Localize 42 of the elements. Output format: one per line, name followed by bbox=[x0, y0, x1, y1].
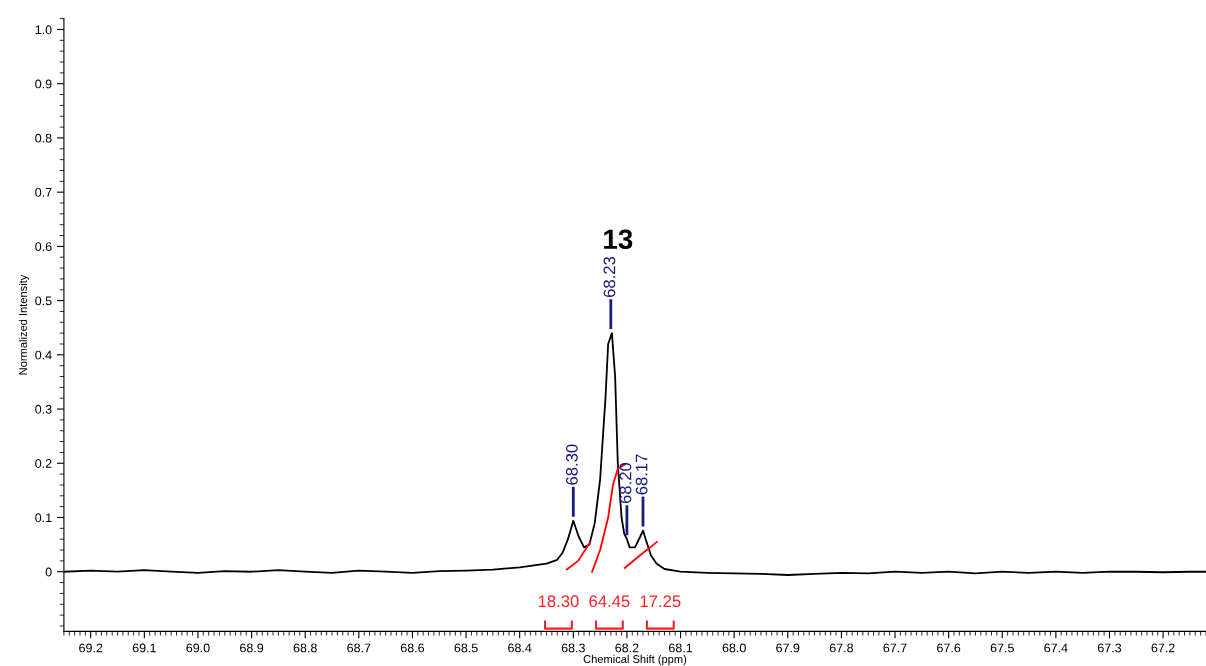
x-tick-label: 67.2 bbox=[1151, 643, 1175, 653]
x-tick-label: 68.0 bbox=[722, 643, 746, 653]
x-axis-title: Chemical Shift (ppm) bbox=[583, 654, 687, 666]
text: 13 bbox=[604, 229, 633, 250]
y-tick-label: 1.0 bbox=[35, 25, 52, 35]
y-tick-label: 0 bbox=[45, 567, 52, 577]
x-tick-label: 69.1 bbox=[132, 643, 156, 653]
x-tick-label: 68.9 bbox=[240, 643, 264, 653]
y-tick-label: 0.9 bbox=[35, 79, 52, 89]
x-tick-label: 69.0 bbox=[186, 643, 210, 653]
x-tick-label: 67.6 bbox=[937, 643, 961, 653]
annotation: 68.17 bbox=[635, 454, 648, 495]
annotation: 64.45 bbox=[589, 595, 630, 608]
x-tick-label: 69.2 bbox=[79, 643, 103, 653]
x-tick-label: 67.8 bbox=[829, 643, 854, 653]
x-tick-label: 68.8 bbox=[293, 643, 317, 653]
x-tick-label: 68.7 bbox=[347, 643, 371, 653]
x-tick-label: 68.5 bbox=[454, 643, 478, 653]
x-tick-label: 68.6 bbox=[400, 643, 425, 653]
y-axis-title: Normalized Intensity bbox=[18, 274, 30, 375]
annotation: 68.23 bbox=[603, 256, 616, 298]
x-tick-label: 67.5 bbox=[990, 643, 1014, 653]
x-tick-label: 67.7 bbox=[883, 643, 907, 653]
x-tick-label: 68.3 bbox=[561, 643, 585, 653]
y-tick-label: 0.1 bbox=[35, 513, 52, 523]
annotation: 17.25 bbox=[640, 595, 681, 608]
x-tick-label: 68.1 bbox=[669, 643, 693, 653]
x-tick-label: 67.9 bbox=[776, 643, 800, 653]
annotation: 68.30 bbox=[565, 444, 578, 485]
y-tick-label: 0.3 bbox=[35, 404, 52, 414]
y-tick-label: 0.8 bbox=[35, 133, 52, 143]
x-tick-label: 68.2 bbox=[615, 643, 639, 653]
y-tick-label: 0.2 bbox=[35, 459, 52, 468]
x-tick-label: 67.4 bbox=[1044, 643, 1068, 653]
annotation: 68.20 bbox=[619, 462, 632, 504]
y-tick-label: 0.6 bbox=[35, 242, 52, 252]
annotation: 18.30 bbox=[538, 595, 579, 608]
y-tick-label: 0.7 bbox=[35, 187, 52, 197]
x-tick-label: 68.4 bbox=[508, 643, 532, 653]
y-tick-label: 0.4 bbox=[35, 350, 52, 360]
y-tick-label: 0.5 bbox=[35, 296, 52, 306]
x-tick-label: 67.3 bbox=[1097, 643, 1122, 653]
